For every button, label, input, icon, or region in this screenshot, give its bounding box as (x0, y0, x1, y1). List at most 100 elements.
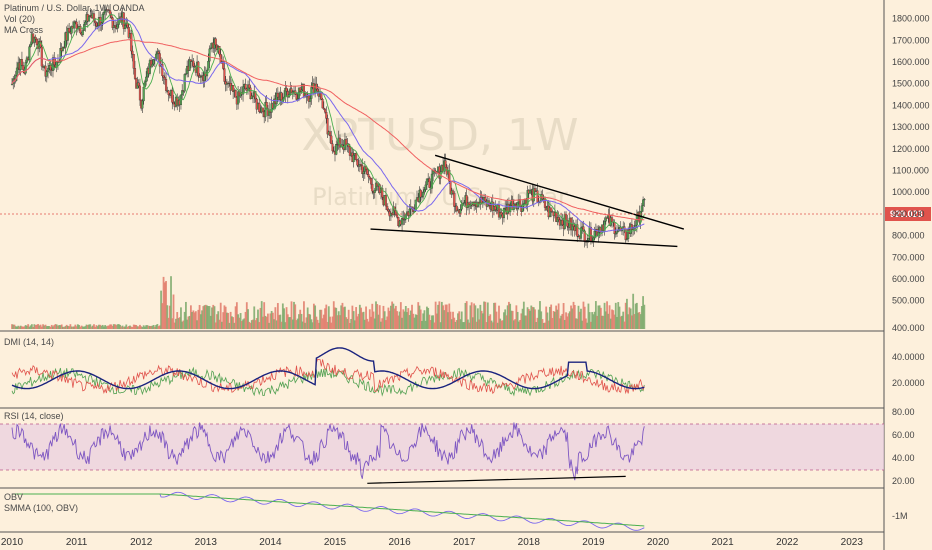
volume-bar (602, 315, 605, 329)
candle-body (526, 190, 529, 205)
volume-bar (406, 312, 408, 329)
volume-bar (44, 324, 47, 329)
volume-bar (166, 305, 169, 329)
candle-body (126, 23, 129, 28)
candle-body (107, 9, 110, 11)
volume-bar (262, 316, 264, 329)
volume-bar (316, 319, 319, 329)
volume-bar (212, 304, 215, 329)
candle-body (242, 86, 245, 95)
volume-bar (129, 325, 131, 329)
candle-body (250, 95, 253, 100)
volume-bar (443, 310, 446, 329)
candle-body (453, 192, 456, 207)
volume-bar (211, 307, 213, 329)
candle-body (365, 166, 368, 170)
volume-bar (627, 314, 630, 329)
volume-bar (440, 301, 443, 329)
volume-bar (76, 324, 79, 329)
price-axis-ticks: 1800.000 1700.000 1600.000 1500.000 1400.000… (892, 14, 930, 333)
volume-bar (40, 326, 43, 329)
volume-bar (616, 316, 618, 329)
candle-body (428, 178, 431, 188)
candle-body (322, 107, 325, 110)
volume-bar (375, 301, 377, 329)
volume-bar (214, 322, 217, 329)
volume-bar (370, 316, 372, 329)
price-tick-label: 1000.000 (892, 187, 930, 197)
volume-bar (187, 316, 190, 329)
rsi-trendline (367, 475, 626, 484)
volume-bar (607, 313, 610, 329)
candle-body (566, 220, 569, 227)
volume-bar (155, 324, 158, 329)
candle-body (451, 190, 455, 194)
volume-bar (116, 324, 119, 329)
volume-bar (305, 317, 308, 329)
candle-body (148, 60, 151, 74)
price-tick-label: 400.000 (892, 323, 925, 333)
volume-bar (252, 319, 254, 329)
volume-bar (243, 318, 246, 329)
candle-body (95, 22, 98, 27)
volume-bar (433, 322, 436, 329)
candle-body (532, 188, 535, 202)
candle-body (368, 176, 371, 179)
trendline-lower (370, 228, 678, 248)
volume-bar (265, 316, 268, 329)
volume-bar (230, 316, 233, 329)
ma-slow-line (11, 18, 645, 233)
volume-bar (540, 311, 543, 329)
candle-body (157, 51, 160, 54)
candle-body (502, 208, 506, 219)
volume-bar (609, 318, 612, 329)
volume-bar (380, 321, 382, 329)
volume-bar (232, 317, 235, 329)
candle-body (130, 33, 133, 52)
candle-body (92, 13, 96, 22)
indicator-axis-ticks: 40.0000 20.0000 80.00 60.00 40.00 20.00 -1M (892, 352, 925, 521)
volume-bar (42, 324, 44, 329)
volume-bar (293, 301, 295, 329)
volume-bar (459, 319, 462, 329)
volume-bar (452, 311, 454, 329)
volume-bar (424, 320, 427, 329)
volume-bar (240, 321, 243, 329)
candle-body (484, 197, 487, 202)
volume-bar (45, 326, 48, 329)
candle-body (40, 46, 43, 67)
candle-body (324, 108, 327, 113)
candle-body (181, 90, 184, 96)
candle-body (615, 231, 619, 234)
candle-body (499, 211, 502, 218)
volume-bar (368, 309, 371, 329)
volume-bar (353, 320, 356, 329)
volume-bar (344, 306, 346, 329)
candle-body (291, 91, 294, 94)
volume-bar (572, 301, 575, 329)
volume-bar (382, 305, 385, 329)
volume-bar (622, 311, 625, 329)
candle-body (45, 71, 48, 77)
volume-bar (403, 311, 406, 329)
candle-body (199, 76, 202, 78)
candle-body (419, 189, 422, 198)
price-tick-label: 1800.000 (892, 14, 930, 24)
volume-bar (642, 296, 644, 329)
volume-bar (346, 318, 349, 329)
volume-bar (514, 319, 517, 329)
rsi-line (11, 422, 645, 484)
volume-bar (437, 304, 440, 329)
volume-bar (319, 309, 321, 329)
x-tick-label: 2011 (66, 537, 88, 548)
time-axis-ticks: 2010 2011 2012 2013 2014 2015 2016 2017 2018 2019… (1, 537, 863, 548)
volume-bar (181, 321, 184, 329)
volume-bar (606, 301, 608, 329)
volume-bar (325, 304, 328, 329)
volume-bar (423, 310, 426, 329)
candle-body (543, 198, 546, 208)
candle-body (145, 76, 148, 82)
volume-bar (531, 306, 534, 329)
volume-bar (453, 317, 456, 329)
volume-bar (526, 307, 529, 329)
